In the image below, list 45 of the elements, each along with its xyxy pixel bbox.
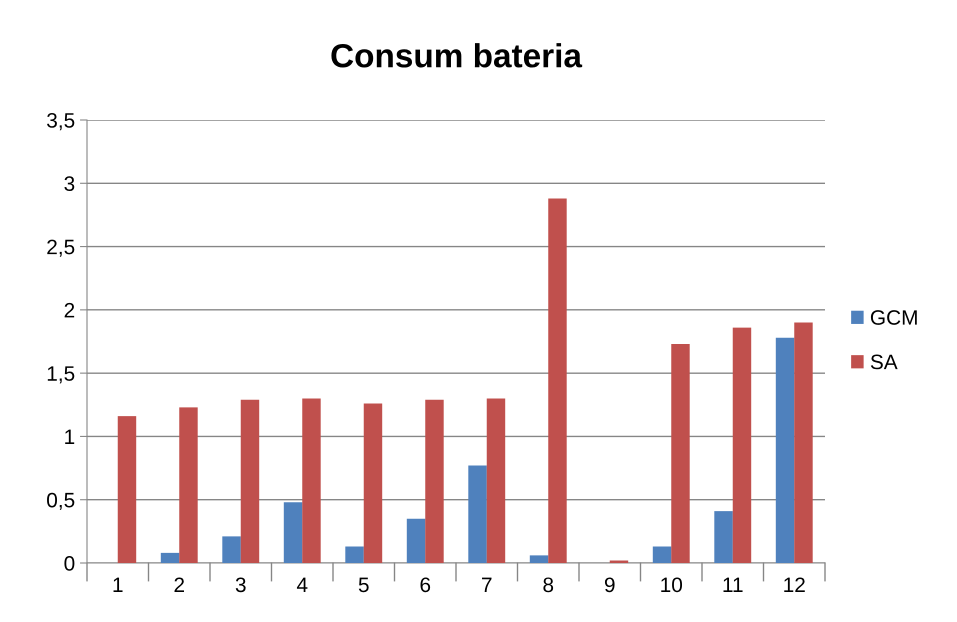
y-tick-label: 0,5: [47, 492, 74, 510]
x-tick-label: 3: [236, 577, 246, 592]
bar: [486, 398, 506, 563]
y-tick-label: 2,5: [47, 240, 74, 257]
chart-title: Consum bateria: [331, 43, 582, 68]
x-tick-label: 12: [784, 577, 805, 592]
bar: [345, 546, 364, 563]
y-tick-label: 2: [64, 302, 74, 318]
legend-label: SA: [870, 354, 898, 370]
y-tick-label: 3,5: [47, 113, 74, 130]
bar: [284, 502, 302, 563]
x-tick-label: 5: [358, 578, 369, 592]
x-tick-label: 6: [420, 577, 430, 592]
bar: [732, 328, 752, 563]
bar: [776, 338, 794, 563]
x-tick-label: 9: [604, 577, 615, 592]
x-tick-label: 4: [296, 578, 308, 592]
bar: [179, 407, 198, 563]
x-tick-label: 1: [114, 578, 123, 592]
x-tick-label: 8: [543, 577, 554, 592]
bar: [222, 536, 241, 563]
bar: [118, 416, 136, 563]
x-tick-label: 11: [724, 578, 743, 592]
bar: [794, 322, 813, 563]
bar: [302, 398, 321, 563]
x-tick-label: 2: [174, 577, 184, 592]
x-tick-label: 10: [661, 577, 682, 592]
bar: [548, 198, 567, 563]
bar: [364, 404, 382, 563]
bar: [652, 546, 672, 563]
bar: [406, 518, 426, 563]
bar: [714, 511, 733, 563]
y-tick-label: 1,5: [48, 366, 74, 384]
y-tick-label: 1: [65, 430, 74, 444]
bar: [425, 400, 444, 563]
y-tick-label: 3: [64, 176, 74, 192]
y-tick-label: 0: [64, 556, 74, 571]
bar: [671, 344, 690, 563]
legend-label: GCM: [870, 310, 917, 325]
bar: [530, 555, 548, 563]
bar: [160, 552, 180, 563]
bar: [240, 400, 260, 563]
bar: [468, 466, 487, 563]
bar: [610, 560, 628, 563]
x-tick-label: 7: [482, 578, 492, 592]
